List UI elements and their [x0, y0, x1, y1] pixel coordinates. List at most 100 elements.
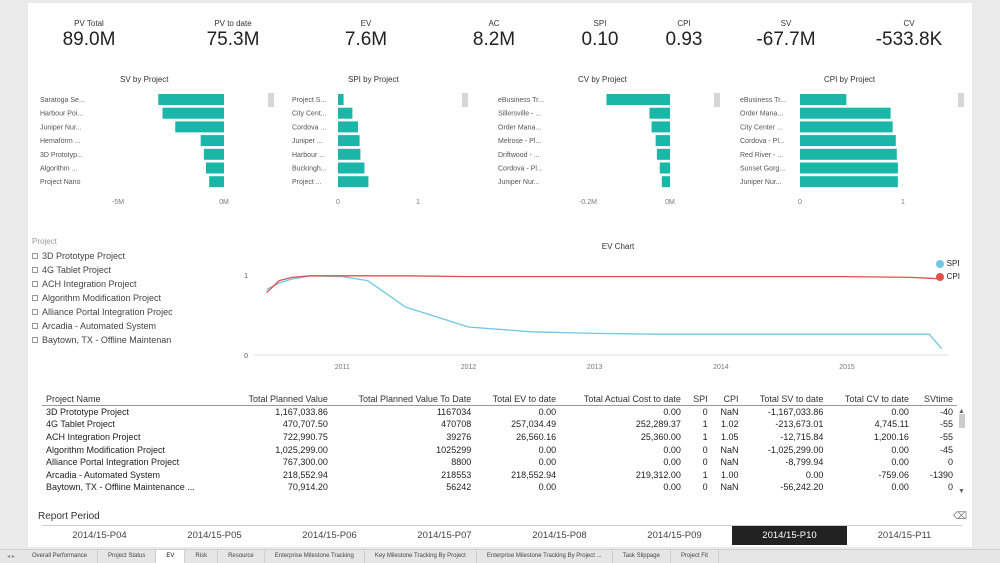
table-scrollbar[interactable]: ▲ ▼ [958, 408, 966, 498]
period-item[interactable]: 2014/15-P11 [877, 530, 932, 541]
bar[interactable] [606, 94, 670, 105]
mini-bar-chart[interactable]: SPI by Project Project S... City Cent... Co… [290, 71, 505, 211]
column-header[interactable]: Total EV to date [475, 393, 561, 406]
column-header[interactable]: SPI [684, 393, 712, 406]
bar[interactable] [209, 176, 224, 188]
bar[interactable] [661, 176, 670, 188]
bar[interactable] [800, 94, 847, 105]
column-header[interactable]: Total SV to date [742, 393, 828, 406]
bar[interactable] [200, 135, 224, 147]
bar[interactable] [659, 162, 670, 174]
bar[interactable] [651, 121, 670, 133]
checkbox-icon[interactable] [32, 253, 38, 259]
checkbox-icon[interactable] [32, 323, 38, 329]
column-header[interactable]: Total Planned Value [228, 393, 332, 406]
column-header[interactable]: Total CV to date [827, 393, 913, 406]
series-line-cpi[interactable] [266, 275, 942, 294]
legend-item[interactable]: SPI [935, 259, 960, 268]
scroll-thumb[interactable] [959, 414, 965, 428]
slicer-item[interactable]: 3D Prototype Project [32, 249, 212, 263]
bar[interactable] [800, 121, 893, 133]
ev-chart[interactable]: EV Chart 0 1 2011 2012 2013 2014 2015 [218, 237, 958, 377]
page-tab[interactable]: Project Fit [671, 550, 719, 563]
bar[interactable] [338, 94, 344, 105]
mini-bar-chart[interactable]: CV by Project eBusiness Tr... Sillersville… [496, 71, 756, 211]
bar[interactable] [338, 148, 361, 160]
period-item[interactable]: 2014/15-P04 [72, 530, 127, 541]
page-tab[interactable]: Enterprise Milestone Tracking By Project… [477, 550, 613, 563]
kpi-label: CV [903, 19, 915, 28]
checkbox-icon[interactable] [32, 309, 38, 315]
table-row[interactable]: Algorithm Modification Project 1,025,299.… [42, 443, 957, 456]
page-tab[interactable]: Key Milestone Tracking By Project [365, 550, 477, 563]
checkbox-icon[interactable] [32, 281, 38, 287]
table-row[interactable]: Arcadia - Automated System 218,552.94 2185… [42, 468, 957, 481]
period-item[interactable]: 2014/15-P05 [187, 530, 242, 541]
bar[interactable] [338, 135, 360, 147]
slicer-item[interactable]: Alliance Portal Integration Projec [32, 305, 212, 319]
bar[interactable] [800, 176, 898, 188]
bar[interactable] [800, 135, 896, 147]
bar[interactable] [800, 148, 897, 160]
chart-scrollbar[interactable] [268, 93, 274, 107]
mini-bar-chart[interactable]: SV by Project Saratoga Se... Harbour Poi..… [38, 71, 274, 211]
page-tab[interactable]: Project Status [98, 550, 157, 563]
checkbox-icon[interactable] [32, 337, 38, 343]
period-item[interactable]: 2014/15-P07 [417, 530, 472, 541]
bar[interactable] [338, 176, 369, 188]
column-header[interactable]: SVtime [912, 393, 957, 406]
page-tab[interactable]: Enterprise Milestone Tracking [265, 550, 365, 563]
bar[interactable] [338, 121, 358, 133]
table-row[interactable]: Alliance Portal Integration Project 767,3… [42, 456, 957, 469]
bar[interactable] [800, 107, 891, 119]
column-header[interactable]: CPI [711, 393, 743, 406]
slicer-item[interactable]: 4G Tablet Project [32, 263, 212, 277]
bar[interactable] [162, 107, 224, 119]
column-header[interactable]: Total Planned Value To Date [331, 393, 476, 406]
period-item[interactable]: 2014/15-P08 [532, 530, 587, 541]
slicer-item[interactable]: Algorithm Modification Project [32, 291, 212, 305]
chart-scrollbar[interactable] [714, 93, 720, 107]
bar[interactable] [338, 162, 365, 174]
checkbox-icon[interactable] [32, 267, 38, 273]
page-tab[interactable]: Risk [185, 550, 219, 563]
bar[interactable] [649, 107, 671, 119]
bar[interactable] [175, 121, 224, 133]
table-row[interactable]: 3D Prototype Project 1,167,033.86 1167034 0… [42, 406, 957, 419]
scroll-down-icon[interactable]: ▼ [958, 488, 965, 495]
category-label: Harbour ... [292, 152, 325, 159]
chart-scrollbar[interactable] [462, 93, 468, 107]
page-tab[interactable]: Task Slippage [613, 550, 671, 563]
chart-scrollbar[interactable] [958, 93, 964, 107]
period-item[interactable]: 2014/15-P06 [302, 530, 357, 541]
table-row[interactable]: Baytown, TX - Offline Maintenance ... 70,… [42, 481, 957, 494]
bar[interactable] [158, 94, 224, 105]
legend-item[interactable]: CPI [935, 272, 960, 281]
bar[interactable] [655, 135, 670, 147]
slicer-item[interactable]: ACH Integration Project [32, 277, 212, 291]
category-label: Red River - ... [740, 152, 783, 159]
table-row[interactable]: 4G Tablet Project 470,707.50 470708 257,034… [42, 418, 957, 431]
period-item[interactable]: 2014/15-P09 [647, 530, 702, 541]
bar[interactable] [656, 148, 670, 160]
column-header[interactable]: Total Actual Cost to date [560, 393, 685, 406]
bar[interactable] [203, 148, 224, 160]
series-line-spi[interactable] [266, 275, 943, 350]
column-header[interactable]: Project Name [42, 393, 229, 406]
period-item[interactable]: 2014/15-P10 [732, 526, 847, 545]
tab-nav-arrows-icon[interactable]: ◂ ▸ [7, 554, 15, 560]
slicer-item[interactable]: Baytown, TX - Offline Maintenan [32, 333, 212, 347]
table-cell: 0 [947, 457, 953, 468]
clear-filter-icon[interactable]: ⌫ [953, 511, 968, 522]
bar[interactable] [338, 107, 353, 119]
checkbox-icon[interactable] [32, 295, 38, 301]
bar[interactable] [205, 162, 224, 174]
scroll-up-icon[interactable]: ▲ [958, 408, 965, 415]
page-tab[interactable]: Overall Performance [22, 550, 99, 563]
mini-bar-chart[interactable]: CPI by Project eBusiness Tr... Order Mana.… [738, 71, 968, 211]
slicer-item[interactable]: Arcadia - Automated System [32, 319, 212, 333]
table-row[interactable]: ACH Integration Project 722,990.75 39276 26… [42, 431, 957, 444]
bar[interactable] [800, 162, 898, 174]
page-tab[interactable]: EV [156, 550, 186, 563]
page-tab[interactable]: Resource [218, 550, 265, 563]
